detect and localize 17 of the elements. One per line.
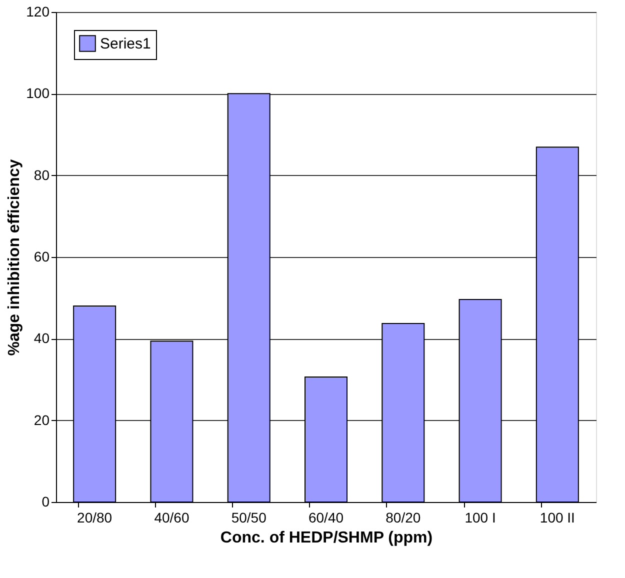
x-axis-title: Conc. of HEDP/SHMP (ppm) bbox=[220, 530, 433, 546]
y-tick-label: 120 bbox=[26, 4, 50, 20]
x-tick-label: 100 II bbox=[540, 510, 575, 526]
y-tick-label: 0 bbox=[42, 494, 50, 510]
legend-label: Series1 bbox=[100, 36, 151, 52]
y-axis-title: %age inhibition efficiency bbox=[6, 159, 24, 356]
y-tick-label: 100 bbox=[26, 85, 50, 102]
x-tick-label: 100 I bbox=[464, 510, 496, 526]
x-tick-label: 50/50 bbox=[231, 510, 267, 526]
x-tick-label: 40/60 bbox=[154, 510, 190, 526]
y-tick-label: 60 bbox=[34, 248, 50, 264]
y-tick-label: 20 bbox=[34, 412, 50, 428]
x-tick-label: 80/20 bbox=[386, 510, 421, 526]
y-tick-label: 80 bbox=[34, 166, 50, 183]
y-tick-label: 40 bbox=[34, 330, 50, 346]
x-tick-label: 60/40 bbox=[308, 510, 344, 526]
x-tick-label: 20/80 bbox=[77, 510, 112, 526]
